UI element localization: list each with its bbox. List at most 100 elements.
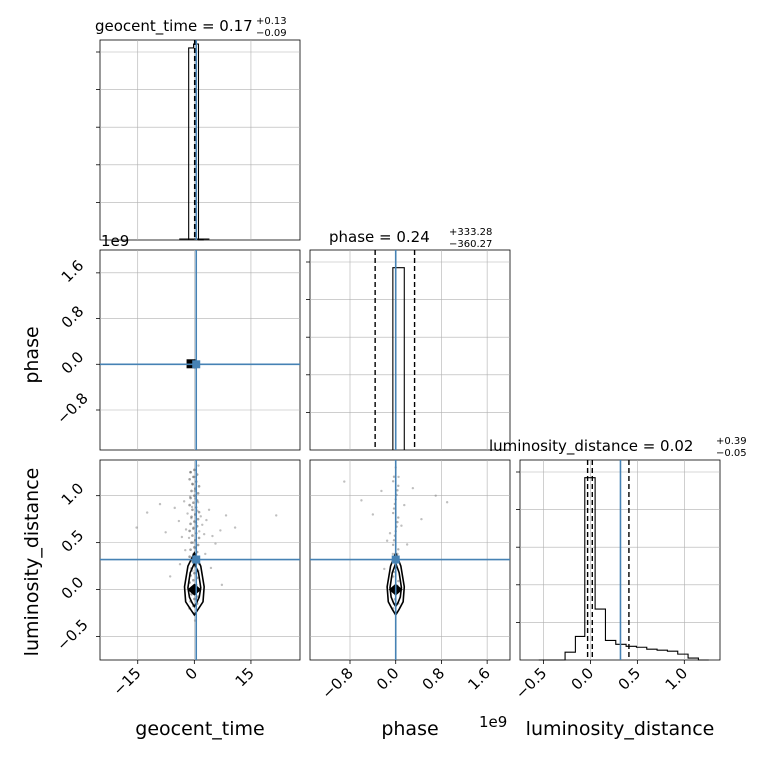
scatter-geocent-luminosity-dense-30 bbox=[197, 536, 201, 540]
scatter-geocent-luminosity-dense-58 bbox=[189, 470, 192, 474]
scatter-geocent-luminosity-point-38 bbox=[220, 583, 224, 587]
panel-frame-0-0 bbox=[99, 39, 301, 241]
contour-geocent-luminosity-1 bbox=[183, 551, 205, 617]
scatter-geocent-luminosity-dense-42 bbox=[191, 508, 194, 512]
scatter-geocent-luminosity-dense-45 bbox=[192, 501, 195, 505]
scatter-phase-luminosity-dense-28 bbox=[391, 480, 395, 483]
scatter-geocent-luminosity-dense-33 bbox=[188, 529, 191, 533]
density-core-geocent-luminosity bbox=[187, 583, 202, 596]
hist-luminosity-distance bbox=[538, 477, 709, 661]
scatter-geocent-luminosity-point-0 bbox=[145, 511, 149, 514]
xlabel-luminosity-distance: luminosity_distance bbox=[526, 718, 715, 740]
scatter-geocent-luminosity-point-15 bbox=[193, 489, 196, 493]
scatter-geocent-luminosity-dense-41 bbox=[197, 510, 201, 514]
scatter-geocent-luminosity-dense-26 bbox=[193, 546, 196, 549]
ytick-label-phase-1: 0.0 bbox=[58, 348, 88, 378]
xtick-label-geocent_time-2: 15 bbox=[232, 664, 258, 690]
xtick-label-geocent_time-1: 0 bbox=[182, 664, 201, 683]
scatter-geocent-luminosity-point-2 bbox=[164, 531, 167, 534]
ytick-label-phase-0: −0.8 bbox=[53, 389, 91, 427]
scatter-geocent-luminosity-point-12 bbox=[190, 505, 194, 509]
title-phase-minus: −360.27 bbox=[449, 239, 492, 250]
scatter-phase-luminosity-dense-15 bbox=[392, 539, 396, 542]
title-phase-plus: +333.28 bbox=[449, 227, 492, 238]
ytick-label-luminosity_distance-3: 1.0 bbox=[58, 479, 88, 509]
scatter-phase-luminosity-point-7 bbox=[411, 486, 415, 490]
xtick-label-luminosity_distance-2: 0.5 bbox=[615, 664, 645, 694]
scatter-phase-luminosity-point-17 bbox=[383, 567, 386, 571]
scatter-phase-luminosity-point-11 bbox=[385, 539, 389, 542]
scatter-geocent-luminosity-point-8 bbox=[186, 512, 189, 515]
ytick-label-phase-3: 1.6 bbox=[58, 257, 88, 287]
ytick-label-luminosity_distance-2: 0.5 bbox=[58, 526, 88, 556]
ytick-label-phase-2: 0.8 bbox=[58, 302, 88, 332]
xtick-label-phase-3: 1.6 bbox=[464, 664, 494, 694]
scatter-geocent-luminosity-point-25 bbox=[207, 508, 211, 511]
scatter-phase-luminosity-point-1 bbox=[360, 499, 363, 502]
scatter-phase-luminosity-point-9 bbox=[434, 494, 437, 497]
scatter-phase-luminosity-point-6 bbox=[403, 503, 406, 507]
scatter-geocent-luminosity-point-26 bbox=[211, 534, 214, 538]
scatter-geocent-luminosity-dense-48 bbox=[193, 494, 196, 497]
scatter-geocent-luminosity-dense-38 bbox=[196, 517, 200, 521]
truth-marker-geocent-ld bbox=[192, 555, 201, 564]
scatter-geocent-luminosity-point-37 bbox=[209, 566, 213, 570]
offset-text-phase-y: 1e9 bbox=[101, 232, 129, 250]
scatter-geocent-luminosity-point-6 bbox=[182, 500, 186, 503]
hist-geocent-time bbox=[188, 43, 204, 241]
panel-frame-1-1 bbox=[309, 249, 511, 451]
scatter-phase-luminosity-point-5 bbox=[397, 475, 400, 479]
xlabel-phase: phase bbox=[381, 718, 438, 740]
scatter-geocent-luminosity-point-20 bbox=[198, 530, 201, 533]
xtick-label-phase-2: 0.8 bbox=[419, 664, 449, 694]
scatter-geocent-luminosity-dense-59 bbox=[193, 468, 196, 472]
scatter-phase-luminosity-dense-6 bbox=[397, 579, 400, 583]
scatter-geocent-luminosity-dense-53 bbox=[191, 482, 194, 486]
scatter-geocent-luminosity-point-1 bbox=[158, 502, 162, 506]
xtick-label-luminosity_distance-0: −0.5 bbox=[512, 664, 550, 702]
scatter-phase-luminosity-dense-21 bbox=[391, 511, 395, 515]
scatter-geocent-luminosity-dense-25 bbox=[189, 548, 192, 551]
scatter-geocent-luminosity-dense-12 bbox=[192, 578, 195, 582]
ylabel-luminosity-distance: luminosity_distance bbox=[21, 468, 43, 657]
scatter-geocent-luminosity-point-31 bbox=[275, 514, 278, 517]
xtick-label-geocent_time-0: −15 bbox=[109, 664, 144, 699]
scatter-geocent-luminosity-point-30 bbox=[233, 526, 237, 529]
title-phase-main: phase = 0.24 bbox=[329, 228, 430, 246]
title-geocent-minus: −0.09 bbox=[256, 28, 287, 39]
scatter-geocent-luminosity-dense-31 bbox=[191, 534, 194, 537]
ytick-label-luminosity_distance-0: −0.5 bbox=[53, 616, 91, 654]
scatter-geocent-luminosity-dense-27 bbox=[196, 543, 200, 547]
scatter-geocent-luminosity-dense-22 bbox=[188, 555, 191, 559]
scatter-geocent-luminosity-point-23 bbox=[202, 532, 206, 536]
scatter-geocent-luminosity-point-40 bbox=[197, 464, 200, 467]
title-ld-main: luminosity_distance = 0.02 bbox=[489, 437, 693, 456]
scatter-geocent-luminosity-point-3 bbox=[173, 506, 176, 510]
scatter-phase-luminosity-dense-22 bbox=[392, 507, 396, 510]
scatter-geocent-luminosity-point-27 bbox=[214, 542, 217, 545]
scatter-phase-luminosity-point-8 bbox=[420, 517, 423, 521]
scatter-phase-luminosity-point-3 bbox=[380, 489, 383, 493]
scatter-geocent-luminosity-dense-44 bbox=[188, 503, 191, 507]
scatter-geocent-luminosity-point-36 bbox=[204, 552, 207, 556]
scatter-geocent-luminosity-point-21 bbox=[199, 515, 202, 518]
scatter-geocent-luminosity-point-35 bbox=[184, 548, 187, 552]
scatter-geocent-luminosity-point-29 bbox=[224, 514, 228, 517]
scatter-phase-luminosity-dense-20 bbox=[397, 516, 400, 519]
scatter-geocent-luminosity-dense-28 bbox=[190, 541, 193, 544]
scatter-geocent-luminosity-point-34 bbox=[178, 563, 182, 566]
scatter-geocent-luminosity-dense-55 bbox=[188, 477, 191, 481]
scatter-geocent-luminosity-dense-4 bbox=[193, 597, 196, 601]
scatter-phase-luminosity-dense-14 bbox=[391, 543, 395, 547]
scatter-geocent-luminosity-point-22 bbox=[201, 523, 204, 526]
scatter-geocent-luminosity-dense-39 bbox=[190, 515, 193, 519]
xtick-label-phase-1: 0.0 bbox=[373, 664, 403, 694]
truth-marker-geocent-phase bbox=[192, 360, 201, 369]
scatter-geocent-luminosity-dense-34 bbox=[192, 527, 195, 530]
scatter-phase-luminosity-point-4 bbox=[388, 532, 392, 535]
scatter-phase-luminosity-dense-29 bbox=[392, 475, 396, 478]
scatter-geocent-luminosity-point-28 bbox=[219, 529, 222, 532]
title-luminosity-distance: luminosity_distance = 0.02 +0.39 −0.05 bbox=[489, 436, 747, 459]
scatter-phase-luminosity-dense-13 bbox=[397, 548, 400, 551]
scatter-geocent-luminosity-dense-47 bbox=[189, 496, 192, 500]
